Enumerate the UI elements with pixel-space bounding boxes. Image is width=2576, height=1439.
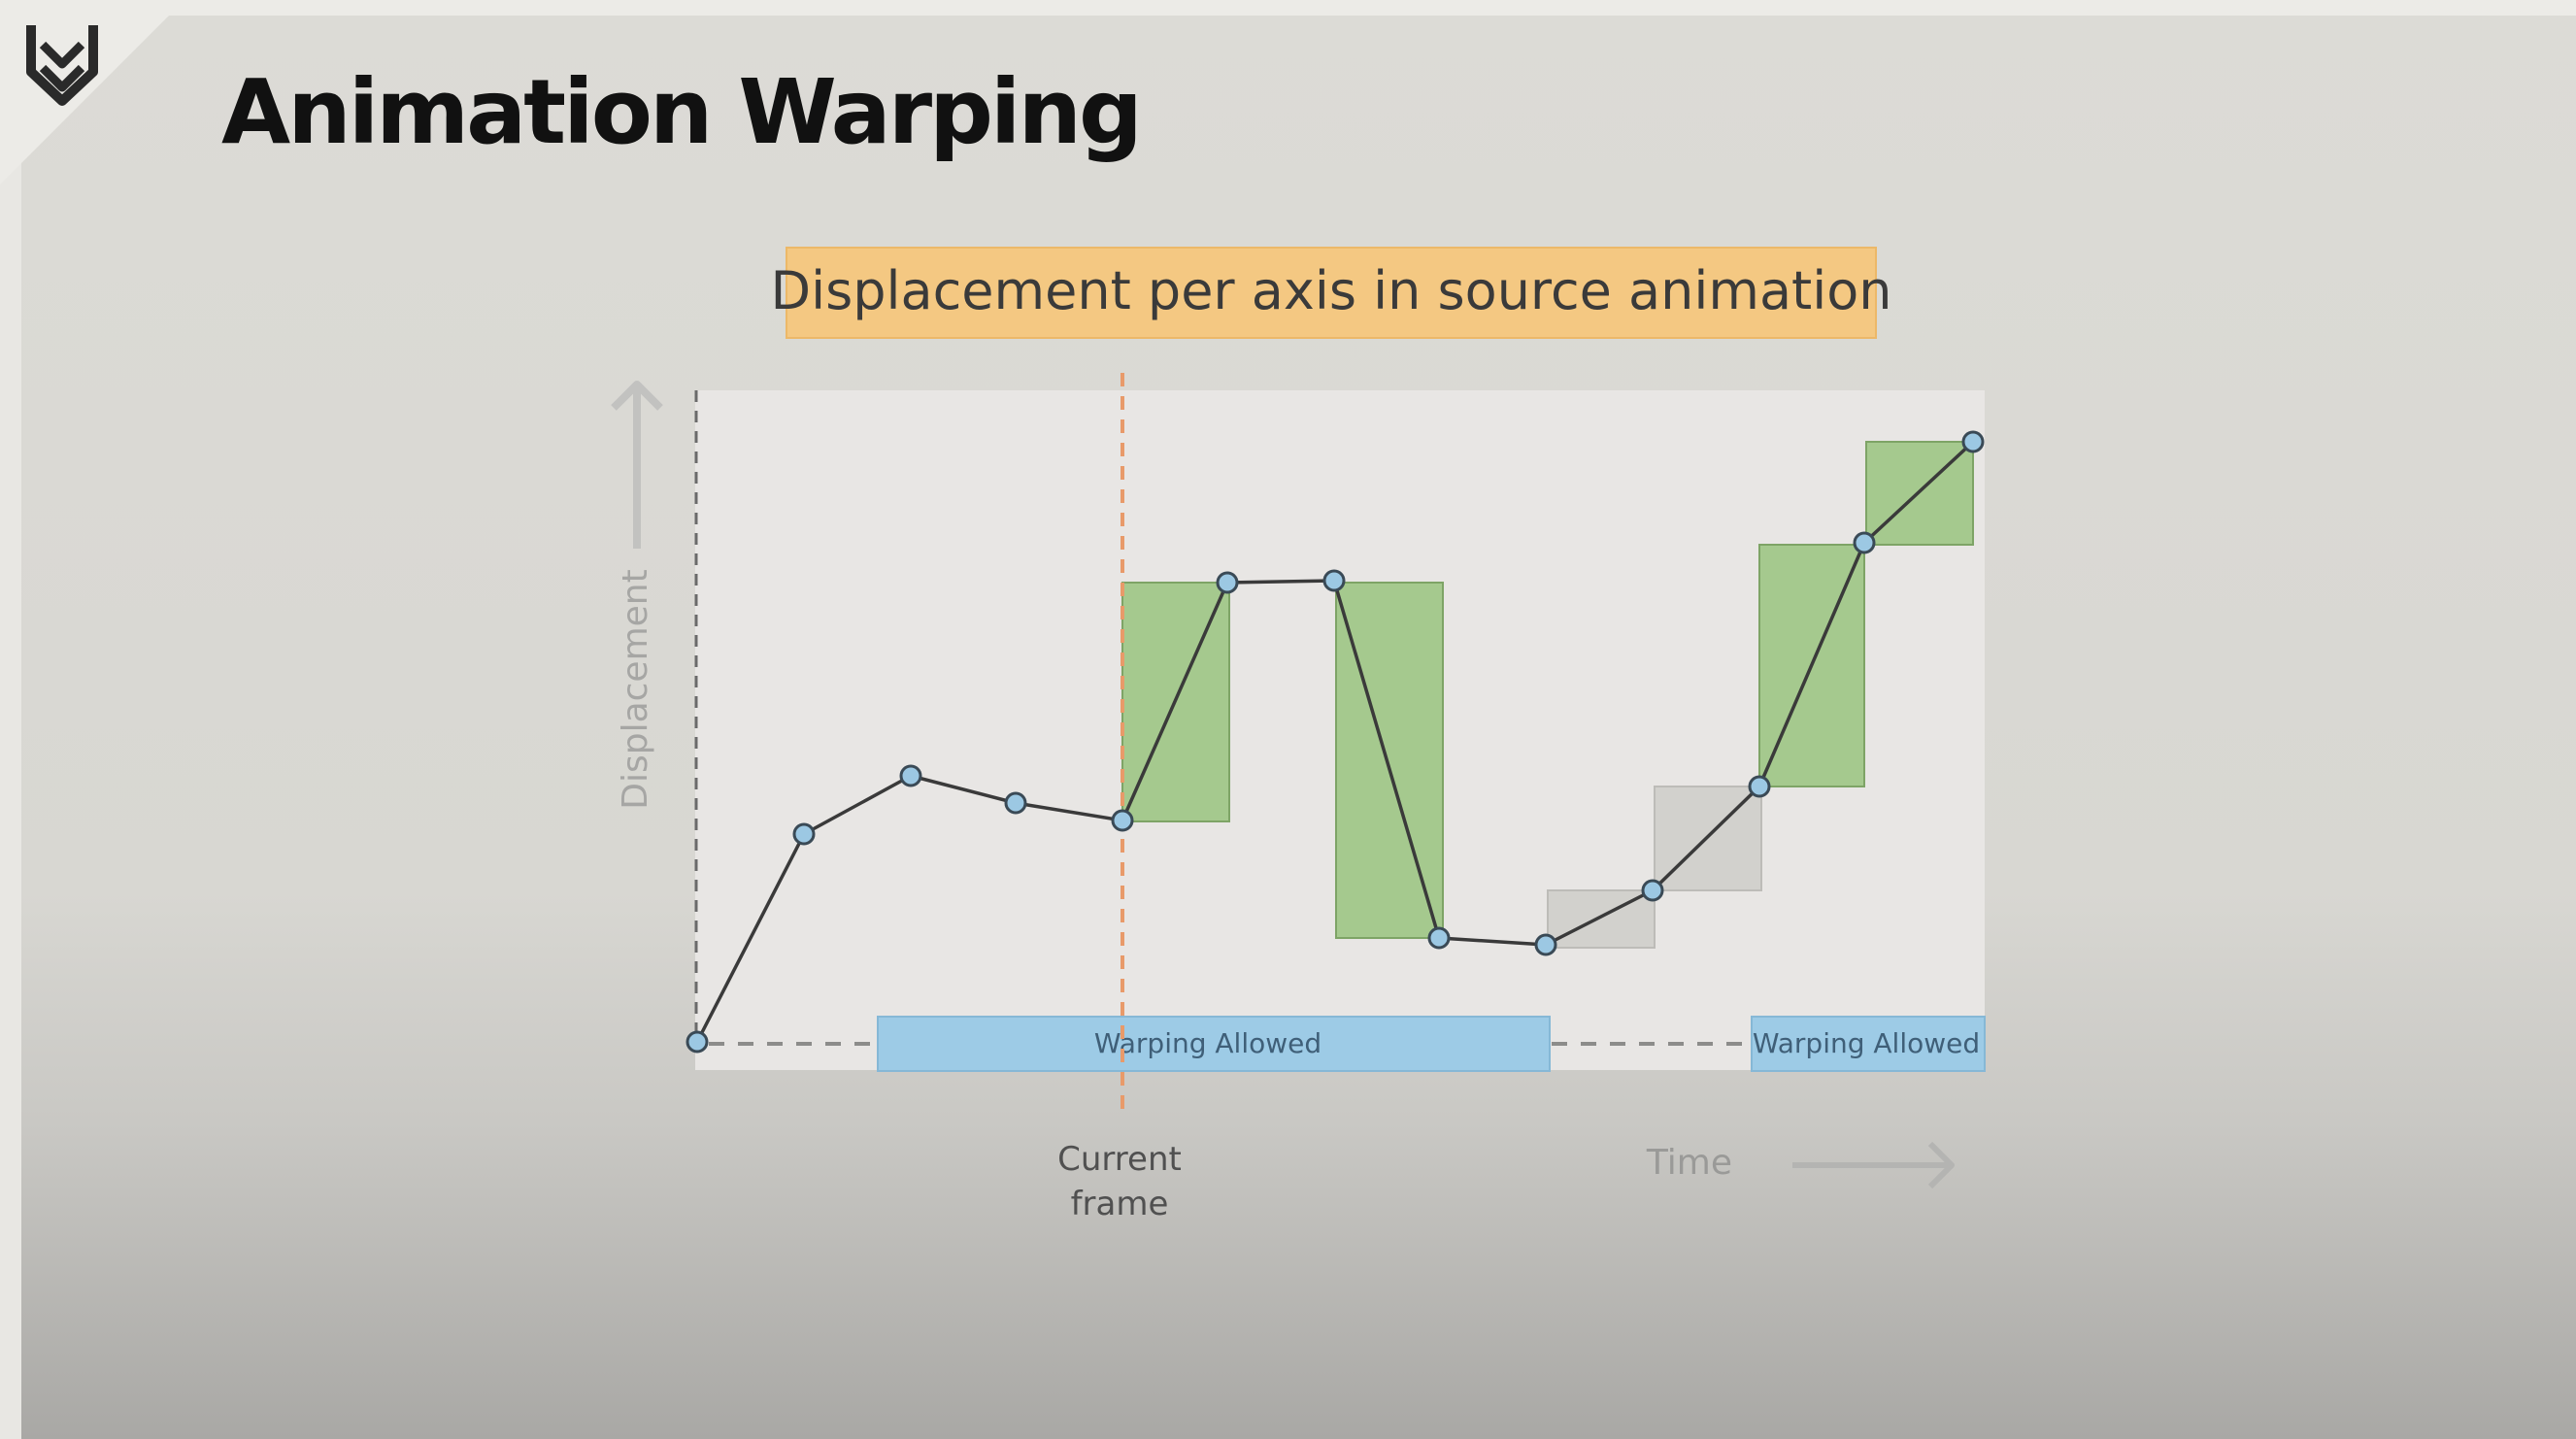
keyframe-node — [1216, 571, 1239, 594]
keyframe-node — [1004, 791, 1027, 815]
keyframe-node — [899, 764, 922, 787]
caption-box — [786, 247, 1877, 339]
keyframe-node — [1641, 879, 1664, 902]
current-frame-label: Current — [1057, 1140, 1182, 1179]
delta-box-green — [1335, 582, 1444, 939]
slide-title: Animation Warping — [221, 60, 1143, 164]
top-frame-strip — [0, 0, 2576, 16]
keyframe-node — [686, 1030, 709, 1054]
keyframe-node — [1853, 531, 1876, 554]
warping-allowed-label: Warping Allowed — [1753, 1027, 1980, 1059]
delta-box-gray — [1547, 889, 1656, 949]
right-arrow-icon — [1792, 1141, 1955, 1189]
left-frame-strip — [0, 0, 21, 1439]
up-arrow-icon — [611, 381, 663, 549]
warping-allowed-region — [1751, 1016, 1986, 1072]
keyframe-node — [1322, 569, 1346, 592]
diagram-caption: Displacement per axis in source animatio… — [771, 260, 1892, 321]
keyframe-node — [1534, 933, 1557, 956]
keyframe-node — [1427, 926, 1451, 950]
keyframe-node — [1748, 775, 1771, 798]
x-axis-label: Time — [1646, 1143, 1732, 1183]
keyframe-node — [1961, 430, 1985, 453]
y-axis-label: Displacement — [616, 569, 655, 809]
keyframe-nodes — [686, 430, 1985, 1054]
keyframe-node — [792, 822, 816, 846]
keyframe-node — [1111, 809, 1134, 832]
chevron-shield-icon — [0, 0, 184, 184]
warping-allowed-label: Warping Allowed — [1094, 1027, 1321, 1059]
current-frame-label: frame — [1071, 1185, 1169, 1223]
warping-allowed-region — [877, 1016, 1551, 1072]
